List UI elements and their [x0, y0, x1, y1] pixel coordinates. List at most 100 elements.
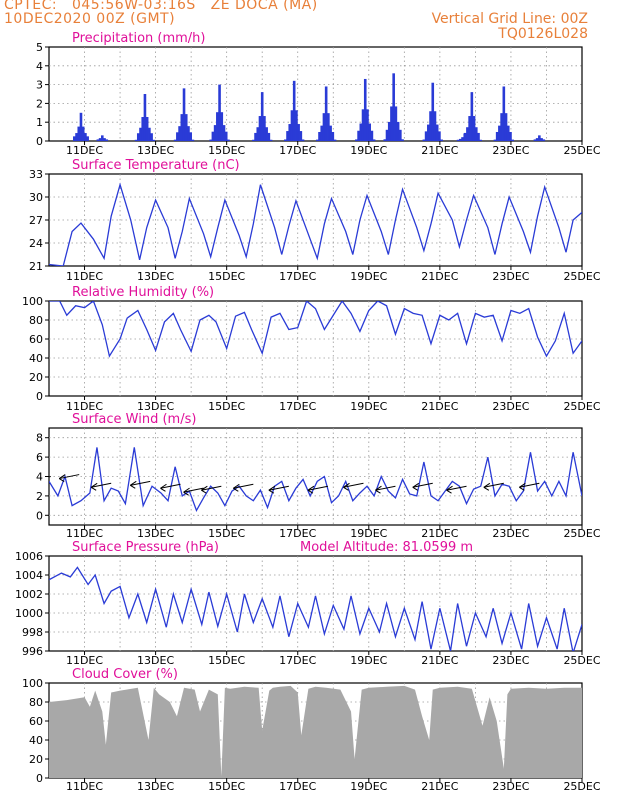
precip-bar — [433, 111, 437, 141]
y-tick-label: 5 — [36, 41, 43, 54]
x-tick-label: 13DEC — [137, 270, 174, 283]
precip-bar — [359, 123, 363, 141]
wind-vector-head — [519, 482, 526, 491]
precip-bar — [263, 116, 266, 141]
y-tick-label: 8 — [36, 432, 43, 445]
precip-bar — [479, 139, 483, 141]
precip-bar — [301, 139, 305, 141]
precip-bar — [254, 132, 257, 141]
wind-vector-head — [129, 480, 137, 489]
x-tick-label: 25DEC — [563, 654, 600, 667]
y-tick-label: 2 — [36, 97, 43, 110]
precip-bar — [468, 116, 471, 141]
precip-bar — [265, 127, 268, 141]
precip-bar — [222, 125, 226, 141]
precip-bar — [324, 86, 328, 141]
precip-bar — [394, 106, 398, 141]
precip-bar — [101, 135, 104, 141]
panel-title: Precipitation (mm/h) — [72, 31, 205, 46]
y-tick-label: 6 — [36, 451, 43, 464]
panel-6: 0 20 40 60 80 100 11DEC 13DEC 15DEC 17DEC 19DEC 21D… — [22, 667, 601, 793]
y-tick-label: 0 — [36, 509, 43, 522]
panel-title: Surface Pressure (hPa) — [72, 540, 219, 555]
wind-vector-head — [307, 485, 315, 494]
y-tick-label: 4 — [36, 471, 43, 484]
precip-bar — [103, 138, 106, 141]
x-tick-label: 21DEC — [421, 144, 458, 157]
wind-vector-head — [446, 485, 453, 494]
precip-bar — [322, 113, 326, 141]
panel-data — [49, 447, 582, 512]
precip-bar — [79, 112, 83, 141]
model-code: TQ0126L028 — [498, 26, 588, 42]
precip-bar — [399, 129, 402, 141]
precip-bar — [470, 92, 474, 141]
x-tick-label: 13DEC — [137, 654, 174, 667]
y-tick-label: 0 — [36, 390, 43, 403]
x-tick-label: 17DEC — [279, 400, 316, 413]
precip-bar — [424, 131, 428, 141]
panel-data — [49, 182, 582, 266]
y-tick-label: 40 — [29, 352, 43, 365]
precip-bar — [143, 94, 147, 141]
precip-bar — [461, 139, 465, 141]
wind-vector — [130, 480, 151, 486]
y-tick-label: 20 — [29, 753, 43, 766]
panel-frame — [48, 300, 583, 397]
precip-bar — [538, 135, 541, 141]
y-tick-label: 2 — [36, 490, 43, 503]
precip-bar — [269, 139, 273, 141]
precip-bar — [216, 112, 219, 141]
wind-vector — [233, 483, 254, 489]
precip-bar — [187, 126, 190, 141]
header-line-2: 10DEC2020 00Z (GMT) — [4, 11, 176, 27]
precip-bar — [211, 131, 215, 141]
wind-vector-head — [183, 487, 190, 496]
wind-vector — [183, 487, 204, 493]
wind-vector — [59, 474, 80, 480]
precip-bar — [134, 139, 138, 141]
precip-bar — [182, 88, 186, 141]
precip-bar — [466, 127, 469, 141]
precip-bar — [299, 131, 303, 141]
precip-bar — [504, 113, 508, 141]
precip-bar — [383, 139, 387, 141]
precip-bar — [297, 124, 300, 141]
x-tick-label: 15DEC — [208, 144, 245, 157]
panel-title: Surface Wind (m/s) — [72, 412, 196, 427]
precip-bar — [422, 139, 426, 141]
y-tick-label: 998 — [22, 626, 43, 639]
x-tick-label: 15DEC — [208, 780, 245, 793]
x-tick-label: 13DEC — [137, 527, 174, 540]
x-tick-label: 19DEC — [350, 780, 387, 793]
wind-vector — [91, 482, 112, 488]
precip-bar — [493, 139, 497, 141]
y-tick-label: 30 — [29, 191, 43, 204]
y-tick-label: 100 — [22, 677, 43, 690]
x-tick-label: 25DEC — [563, 270, 600, 283]
precip-bar — [283, 139, 287, 141]
wind-vector — [375, 485, 396, 491]
x-tick-label: 19DEC — [350, 270, 387, 283]
wind-vector — [483, 482, 504, 488]
precip-bar — [286, 131, 289, 141]
cloud-cover-area — [49, 685, 582, 778]
wind-vector-head — [58, 474, 66, 482]
y-tick-label: 0 — [36, 135, 43, 148]
precip-bar — [327, 113, 330, 141]
header-line-1: CPTEC: 045:56W-03:16S ZE DOCA (MA) — [4, 0, 318, 13]
precip-bar — [357, 130, 360, 141]
y-tick-label: 100 — [22, 295, 43, 308]
wind-vector-head — [483, 482, 491, 491]
precip-bar — [458, 138, 462, 141]
precip-bar — [366, 109, 369, 141]
x-tick-label: 11DEC — [66, 400, 103, 413]
y-tick-label: 0 — [36, 772, 43, 785]
precip-bar — [463, 132, 467, 141]
precip-bar — [84, 133, 87, 141]
panel-data — [49, 685, 582, 778]
y-tick-label: 27 — [29, 214, 43, 227]
precip-bar — [136, 133, 140, 141]
precip-bar — [370, 130, 374, 141]
precip-bar — [315, 139, 319, 141]
